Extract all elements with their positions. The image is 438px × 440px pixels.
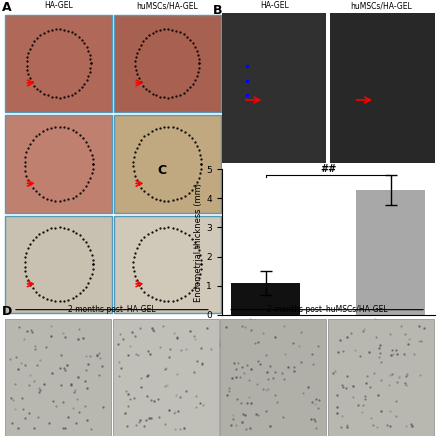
Y-axis label: Endometrial thickness (mm): Endometrial thickness (mm) [194,183,203,301]
Text: ##: ## [319,164,336,174]
Text: 2 months post–
huMSCs/HA-GEL: 2 months post– huMSCs/HA-GEL [350,0,411,10]
Bar [113,319,218,436]
Bar [356,191,424,315]
Bar [327,319,433,436]
Text: 2 months post–HA-GEL: 2 months post–HA-GEL [68,305,155,314]
Bar [220,319,325,436]
Bar [221,13,325,163]
Text: A: A [2,1,12,14]
Text: D: D [2,305,12,318]
Bar [5,319,111,436]
Text: 2 months post–
huMSCs/HA-GEL: 2 months post– huMSCs/HA-GEL [136,0,198,10]
Bar [114,216,220,313]
Bar [5,115,112,213]
Bar [114,115,220,213]
Text: C: C [158,164,166,176]
Bar [5,216,112,313]
Bar [114,15,220,112]
Bar [5,15,112,112]
Text: 2 months post–
HA-GEL: 2 months post– HA-GEL [29,0,88,10]
Bar [231,283,299,315]
Text: B: B [213,4,222,17]
Text: 2 months post–huMSCs/HA-GEL: 2 months post–huMSCs/HA-GEL [266,305,386,314]
Text: 2 months post–
HA-GEL: 2 months post– HA-GEL [245,0,304,10]
Bar [329,13,434,163]
